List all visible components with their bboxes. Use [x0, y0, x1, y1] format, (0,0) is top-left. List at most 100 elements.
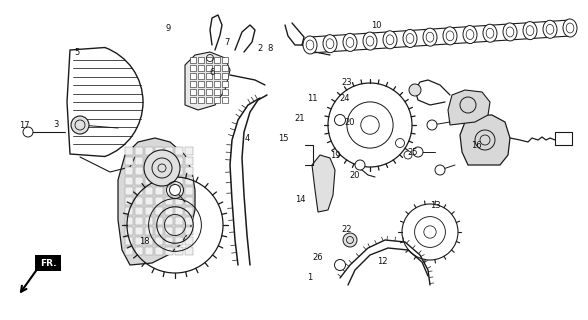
Circle shape — [335, 115, 346, 125]
FancyBboxPatch shape — [190, 73, 196, 79]
FancyBboxPatch shape — [214, 89, 220, 95]
FancyBboxPatch shape — [222, 65, 228, 71]
FancyBboxPatch shape — [125, 177, 133, 185]
FancyBboxPatch shape — [190, 97, 196, 103]
FancyBboxPatch shape — [198, 73, 204, 79]
FancyBboxPatch shape — [190, 57, 196, 63]
Circle shape — [335, 260, 346, 270]
Ellipse shape — [343, 33, 357, 52]
FancyBboxPatch shape — [125, 247, 133, 255]
Text: 16: 16 — [470, 140, 482, 149]
Text: 2: 2 — [258, 44, 263, 52]
Text: 26: 26 — [313, 253, 323, 262]
Text: 20: 20 — [350, 171, 360, 180]
Text: 22: 22 — [342, 226, 352, 235]
FancyBboxPatch shape — [165, 207, 173, 215]
FancyBboxPatch shape — [206, 73, 212, 79]
Ellipse shape — [303, 36, 317, 54]
FancyBboxPatch shape — [125, 187, 133, 195]
FancyBboxPatch shape — [190, 81, 196, 87]
FancyBboxPatch shape — [185, 247, 193, 255]
FancyBboxPatch shape — [155, 157, 163, 165]
FancyBboxPatch shape — [206, 65, 212, 71]
FancyBboxPatch shape — [198, 57, 204, 63]
Circle shape — [23, 127, 33, 137]
Text: 24: 24 — [340, 93, 350, 102]
FancyBboxPatch shape — [214, 57, 220, 63]
FancyBboxPatch shape — [214, 97, 220, 103]
Ellipse shape — [566, 23, 574, 33]
FancyBboxPatch shape — [165, 247, 173, 255]
FancyBboxPatch shape — [125, 167, 133, 175]
FancyBboxPatch shape — [145, 157, 153, 165]
Ellipse shape — [563, 19, 577, 37]
FancyBboxPatch shape — [145, 237, 153, 245]
FancyBboxPatch shape — [155, 217, 163, 225]
FancyBboxPatch shape — [165, 177, 173, 185]
FancyBboxPatch shape — [175, 157, 183, 165]
Circle shape — [343, 233, 357, 247]
Text: 8: 8 — [268, 44, 273, 52]
FancyBboxPatch shape — [145, 197, 153, 205]
Text: 3: 3 — [54, 119, 59, 129]
FancyBboxPatch shape — [135, 187, 143, 195]
Polygon shape — [460, 115, 510, 165]
FancyBboxPatch shape — [135, 197, 143, 205]
Polygon shape — [312, 155, 335, 212]
Ellipse shape — [323, 35, 337, 53]
Ellipse shape — [383, 31, 397, 49]
FancyBboxPatch shape — [125, 217, 133, 225]
Ellipse shape — [526, 26, 534, 36]
FancyBboxPatch shape — [155, 147, 163, 155]
FancyBboxPatch shape — [145, 207, 153, 215]
FancyBboxPatch shape — [175, 207, 183, 215]
Ellipse shape — [506, 27, 514, 37]
FancyBboxPatch shape — [222, 89, 228, 95]
Text: 10: 10 — [371, 20, 381, 29]
FancyBboxPatch shape — [155, 207, 163, 215]
FancyBboxPatch shape — [135, 247, 143, 255]
FancyBboxPatch shape — [185, 197, 193, 205]
FancyBboxPatch shape — [175, 247, 183, 255]
FancyBboxPatch shape — [222, 57, 228, 63]
Text: 15: 15 — [278, 133, 288, 142]
Ellipse shape — [446, 31, 454, 41]
FancyBboxPatch shape — [185, 187, 193, 195]
Text: 21: 21 — [295, 114, 305, 123]
FancyBboxPatch shape — [206, 97, 212, 103]
Ellipse shape — [486, 28, 494, 38]
Circle shape — [71, 116, 89, 134]
FancyBboxPatch shape — [165, 187, 173, 195]
Circle shape — [169, 185, 181, 196]
FancyBboxPatch shape — [190, 65, 196, 71]
Ellipse shape — [386, 35, 394, 45]
Ellipse shape — [346, 37, 354, 47]
FancyBboxPatch shape — [125, 227, 133, 235]
Circle shape — [435, 165, 445, 175]
FancyBboxPatch shape — [145, 217, 153, 225]
FancyBboxPatch shape — [175, 197, 183, 205]
Ellipse shape — [503, 23, 517, 41]
Text: 6: 6 — [209, 68, 215, 76]
FancyBboxPatch shape — [165, 157, 173, 165]
Text: 9: 9 — [165, 23, 171, 33]
FancyBboxPatch shape — [198, 89, 204, 95]
FancyBboxPatch shape — [145, 247, 153, 255]
Text: 18: 18 — [139, 237, 149, 246]
Polygon shape — [448, 90, 490, 125]
FancyBboxPatch shape — [185, 207, 193, 215]
FancyBboxPatch shape — [125, 207, 133, 215]
FancyBboxPatch shape — [135, 177, 143, 185]
FancyBboxPatch shape — [135, 227, 143, 235]
FancyBboxPatch shape — [214, 65, 220, 71]
Ellipse shape — [543, 20, 557, 38]
Text: 13: 13 — [430, 201, 440, 210]
Polygon shape — [185, 52, 230, 110]
Polygon shape — [118, 138, 195, 265]
FancyBboxPatch shape — [185, 177, 193, 185]
FancyBboxPatch shape — [145, 177, 153, 185]
FancyBboxPatch shape — [185, 227, 193, 235]
Circle shape — [396, 139, 405, 148]
Ellipse shape — [406, 34, 414, 44]
FancyBboxPatch shape — [155, 247, 163, 255]
